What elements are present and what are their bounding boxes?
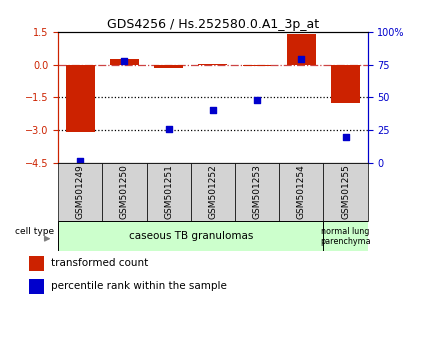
Text: normal lung
parenchyma: normal lung parenchyma — [320, 227, 371, 246]
FancyBboxPatch shape — [147, 163, 191, 221]
Bar — [154, 65, 183, 68]
Point — [165, 126, 172, 132]
Bar — [199, 63, 227, 65]
Text: GSM501252: GSM501252 — [209, 165, 217, 219]
Text: GSM501250: GSM501250 — [120, 165, 129, 219]
Bar — [287, 34, 316, 65]
Bar — [243, 65, 271, 66]
Bar — [29, 279, 44, 294]
Point — [77, 158, 83, 164]
Text: GSM501255: GSM501255 — [341, 165, 350, 219]
Point — [342, 134, 349, 139]
Bar — [29, 256, 44, 271]
Text: GSM501251: GSM501251 — [164, 165, 173, 219]
FancyBboxPatch shape — [191, 163, 235, 221]
Title: GDS4256 / Hs.252580.0.A1_3p_at: GDS4256 / Hs.252580.0.A1_3p_at — [107, 18, 319, 31]
Bar — [331, 65, 360, 103]
FancyBboxPatch shape — [323, 163, 368, 221]
FancyBboxPatch shape — [102, 163, 147, 221]
Bar — [110, 59, 139, 65]
Text: GSM501249: GSM501249 — [76, 165, 85, 219]
FancyBboxPatch shape — [323, 221, 368, 251]
Text: cell type: cell type — [15, 227, 54, 236]
Point — [209, 108, 216, 113]
Text: percentile rank within the sample: percentile rank within the sample — [51, 281, 227, 291]
Point — [298, 57, 305, 62]
Point — [254, 97, 261, 103]
Text: transformed count: transformed count — [51, 258, 148, 268]
FancyBboxPatch shape — [58, 221, 323, 251]
FancyBboxPatch shape — [279, 163, 323, 221]
Bar — [66, 65, 95, 132]
Text: GSM501253: GSM501253 — [252, 165, 261, 219]
FancyBboxPatch shape — [58, 163, 102, 221]
Text: caseous TB granulomas: caseous TB granulomas — [129, 231, 253, 241]
Text: GSM501254: GSM501254 — [297, 165, 306, 219]
Point — [121, 58, 128, 63]
FancyBboxPatch shape — [235, 163, 279, 221]
